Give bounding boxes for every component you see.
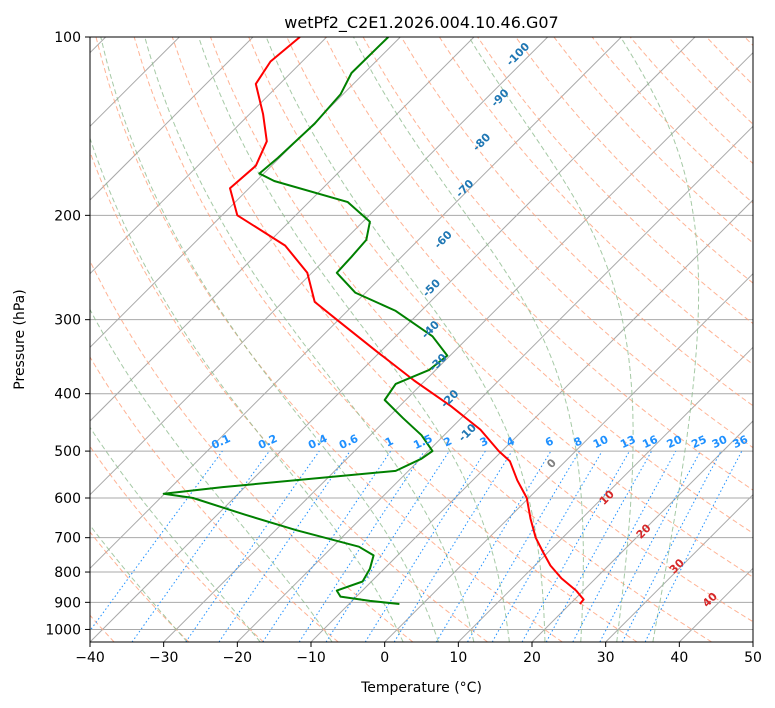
x-tick-label: −30 — [149, 650, 179, 666]
mixing-ratio-label: 13 — [618, 433, 637, 451]
moist-adiabat-line — [144, 37, 475, 642]
x-tick-label: 30 — [597, 650, 615, 666]
moist-adiabat-line — [620, 37, 700, 642]
mixing-ratio-line — [218, 450, 351, 642]
moist-adiabat-line — [90, 308, 333, 642]
isotherm-line — [90, 37, 328, 275]
isotherm-line — [90, 37, 622, 570]
x-axis-label: Temperature (°C) — [360, 680, 482, 696]
dry-adiabat-line — [90, 356, 339, 642]
background-lines — [90, 37, 753, 642]
mixing-ratio-label: 20 — [665, 433, 685, 451]
y-tick-label: 900 — [54, 595, 81, 611]
x-tick-label: −20 — [223, 650, 253, 666]
x-tick-label: 0 — [380, 650, 389, 666]
isotherm-line — [457, 346, 753, 642]
mixing-ratio-line — [262, 450, 392, 642]
dry-adiabat-line — [133, 37, 638, 642]
isotherm-line — [531, 420, 753, 642]
dry-adiabat-line — [210, 37, 753, 623]
y-tick-label: 500 — [54, 444, 81, 460]
y-tick-label: 200 — [54, 208, 81, 224]
mixing-ratio-line — [185, 450, 320, 642]
y-tick-label: 800 — [54, 565, 81, 581]
dry-adiabat-line — [95, 37, 563, 642]
mixing-ratio-line — [90, 450, 223, 632]
dry-adiabat-line — [90, 150, 488, 642]
y-tick-label: 600 — [54, 491, 81, 507]
mixing-ratio-line — [325, 450, 450, 642]
moist-adiabat-line — [265, 37, 546, 642]
x-tick-label: −10 — [296, 650, 326, 666]
dry-adiabat-line — [515, 37, 753, 284]
plot-frame — [89, 36, 754, 643]
isotherm-line — [90, 37, 696, 642]
mixing-ratio-label: 30 — [710, 433, 730, 451]
dry-adiabat-line — [400, 37, 753, 407]
temperature-profile-line — [229, 37, 585, 605]
y-tick-label: 300 — [54, 313, 81, 329]
dry-adiabat-line — [324, 37, 753, 491]
isotherm-line — [163, 51, 753, 642]
dry-adiabat-line — [90, 531, 190, 642]
x-tick-label: 10 — [449, 650, 467, 666]
chart-title: wetPf2_C2E1.2026.004.10.46.G07 — [284, 13, 558, 33]
x-tick-label: −40 — [75, 650, 105, 666]
moist-adiabat-line — [198, 37, 510, 642]
mixing-ratio-line — [298, 450, 425, 642]
axis-ticks: −40 −30 −20 −10 0 10 20 30 40 50 100 200 300 400 500 60… — [45, 30, 762, 666]
mixing-ratio-line — [572, 450, 677, 642]
mixing-ratio-label: 16 — [640, 433, 660, 451]
moist-adiabat-line — [90, 136, 404, 642]
y-tick-label: 400 — [54, 387, 81, 403]
mixing-ratio-label: 36 — [731, 433, 751, 451]
dry-adiabat-line — [171, 37, 712, 642]
mixing-ratio-line — [393, 450, 513, 642]
isotherm-line — [90, 37, 549, 496]
isotherm-line — [605, 493, 753, 642]
mixing-ratio-line — [131, 450, 270, 642]
isotherm-line — [384, 272, 753, 642]
y-tick-label: 1000 — [45, 622, 81, 638]
y-tick-label: 700 — [54, 531, 81, 547]
dewpoint-profile-line — [162, 37, 449, 605]
mixing-ratio-label: 10 — [591, 433, 611, 451]
isotherm-line — [90, 37, 475, 422]
sounding-lines — [162, 37, 585, 605]
dry-adiabat-line — [90, 445, 264, 642]
x-tick-label: 40 — [670, 650, 688, 666]
mixing-ratio-line — [545, 450, 653, 642]
x-tick-label: 20 — [523, 650, 541, 666]
moist-adiabat-line — [100, 37, 439, 642]
mixing-ratio-line — [521, 450, 630, 642]
dry-adiabat-line — [248, 37, 753, 578]
x-tick-label: 50 — [744, 650, 762, 666]
dry-adiabat-line — [438, 37, 753, 366]
mixing-ratio-line — [644, 450, 743, 642]
isotherm-line — [90, 37, 254, 201]
y-axis-label: Pressure (hPa) — [12, 289, 28, 389]
moist-adiabat-line — [90, 426, 261, 642]
mixing-ratio-label: 25 — [689, 433, 708, 451]
y-tick-label: 100 — [54, 30, 81, 46]
